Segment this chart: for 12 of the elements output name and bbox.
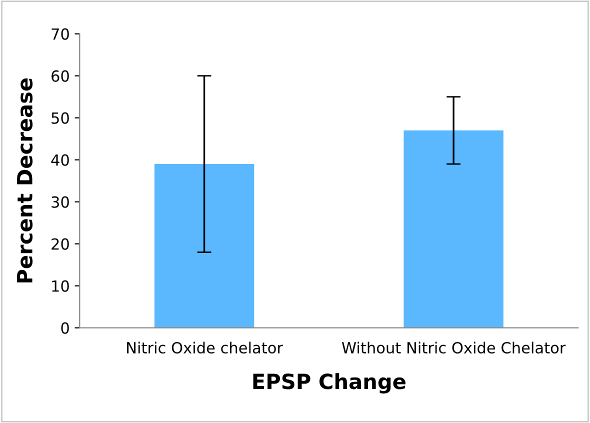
x-tick-label: Nitric Oxide chelator (127, 342, 283, 354)
y-tick-label: 70 (52, 28, 69, 40)
y-axis-title: Percent Decrease (17, 78, 33, 282)
x-tick-label: Without Nitric Oxide Chelator (342, 342, 566, 354)
y-tick-label: 0 (61, 322, 69, 334)
y-tick-label: 20 (52, 238, 69, 250)
y-tick-label: 60 (52, 70, 69, 82)
x-axis-title: EPSP Change (253, 373, 406, 394)
y-tick-label: 50 (52, 112, 69, 124)
y-tick-label: 10 (52, 280, 69, 292)
y-tick-label: 30 (52, 196, 69, 208)
y-tick-label: 40 (51, 154, 69, 166)
